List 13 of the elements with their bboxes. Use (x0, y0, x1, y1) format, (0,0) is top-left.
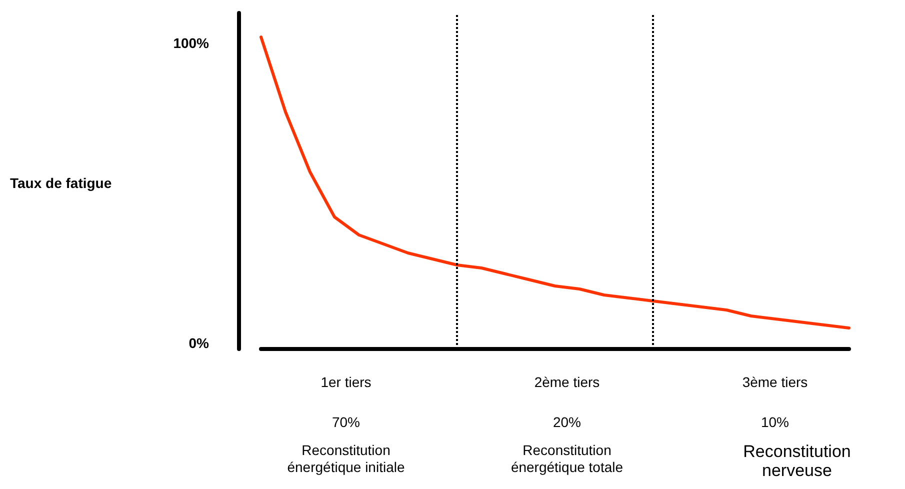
text: 1er tiers (320, 374, 372, 391)
y-tick-label: 0% (188, 335, 210, 351)
text: Reconstitution nerveuse (743, 442, 851, 480)
line-series (260, 36, 850, 330)
text: Reconstitution énergétique initiale (287, 442, 405, 476)
text: 20% (552, 414, 582, 431)
text: 70% (332, 414, 360, 431)
y-tick-label: 100% (173, 35, 210, 51)
text: 2ème tiers (534, 374, 600, 391)
y-axis-title: Taux de fatigue (10, 175, 112, 191)
text: Reconstitution énergétique totale (510, 442, 624, 476)
text: 10% (760, 414, 790, 431)
text: 3ème tiers (742, 374, 808, 391)
